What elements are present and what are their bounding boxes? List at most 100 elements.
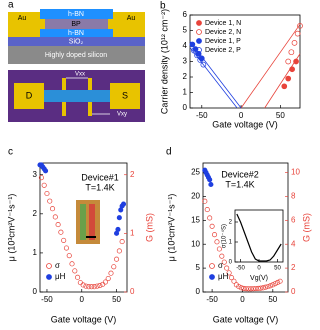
marker [77, 280, 83, 286]
probe [88, 102, 92, 116]
chart-title: Device#2 [221, 169, 259, 179]
device-label: S [122, 90, 128, 100]
y2-tick-label: 8 [291, 192, 296, 201]
y2-tick-label: 0 [291, 287, 296, 296]
marker [120, 201, 127, 207]
marker [97, 282, 103, 289]
plot-frame [202, 162, 289, 293]
y-tick-label: 1 [229, 240, 233, 246]
substrate-layer [8, 46, 145, 64]
marker [111, 264, 117, 270]
legend-label: μH [55, 272, 66, 281]
sample-photo [76, 200, 100, 244]
marker [293, 58, 299, 65]
marker [285, 75, 292, 82]
chart-title: Device#1 [81, 172, 119, 182]
layer-label: Au [127, 15, 136, 22]
y-axis-label: μ (10³cm²V⁻¹s⁻¹) [166, 194, 176, 262]
legend-marker [46, 274, 52, 280]
marker [207, 177, 213, 183]
marker [207, 215, 213, 221]
plot-frame [39, 162, 128, 293]
marker [255, 285, 261, 291]
legend-marker [209, 263, 215, 269]
marker [38, 175, 44, 181]
marker [258, 285, 264, 291]
marker [250, 286, 256, 292]
marker [209, 223, 215, 229]
oxide-layer [8, 37, 145, 46]
x-tick-label: -50 [206, 295, 218, 304]
marker [116, 248, 122, 254]
y-tick-label: 2 [229, 220, 233, 226]
source-pad [110, 83, 140, 109]
legend-label: σ [55, 261, 60, 270]
marker [226, 270, 232, 276]
y-tick-label: 20 [191, 192, 200, 201]
probe [62, 102, 66, 116]
y-tick-label: 5 [196, 263, 201, 272]
marker [241, 285, 247, 291]
marker [288, 49, 295, 56]
x-tick-label: 0 [257, 266, 261, 272]
marker [63, 245, 69, 251]
legend-marker [196, 29, 202, 35]
marker [231, 278, 237, 284]
marker [58, 229, 64, 235]
y-tick-label: 1 [33, 248, 38, 257]
photo [80, 204, 86, 240]
legend-marker [196, 38, 202, 44]
marker [86, 284, 92, 290]
marker [277, 278, 283, 284]
x-axis-label: Vg(V) [250, 275, 268, 282]
marker [69, 261, 75, 267]
y-tick-label: 4 [183, 41, 188, 50]
y-axis-label: μ (10³cm²V⁻¹s⁻¹) [6, 194, 16, 262]
y-tick-label: 0 [229, 260, 233, 266]
marker [270, 282, 276, 288]
y2-axis-label: G (mS) [144, 213, 154, 242]
y2-tick-label: 0 [130, 287, 135, 296]
y-tick-label: 3 [33, 170, 38, 179]
marker [61, 237, 67, 243]
marker [55, 222, 61, 228]
marker [116, 215, 122, 221]
marker [47, 198, 53, 204]
legend-label: σ [218, 261, 223, 270]
scale-bar [86, 236, 96, 238]
layer-label: BP [71, 21, 81, 28]
marker [41, 182, 47, 188]
marker [291, 40, 298, 46]
marker [297, 23, 303, 29]
x-tick-label: -50 [196, 111, 208, 120]
x-tick-label: 50 [274, 266, 281, 272]
y-tick-label: 1 [183, 88, 188, 97]
marker [285, 58, 292, 65]
layer-label: SiO₂ [69, 38, 84, 45]
legend-marker [196, 20, 202, 26]
marker [194, 52, 200, 59]
x-tick-label: 0 [240, 295, 245, 304]
layer-label: h-BN [68, 30, 84, 37]
marker [211, 232, 218, 238]
marker [200, 61, 207, 68]
y2-tick-label: 1 [130, 228, 135, 237]
marker [267, 283, 273, 289]
hbn-layer [40, 29, 113, 37]
x-tick-label: 50 [268, 295, 277, 304]
marker [91, 284, 97, 290]
chart: b -50 0 50 0 1 2 3 4 5 6 Gate voltage (V) Carrier de… [159, 1, 303, 129]
device-label: D [26, 90, 33, 100]
y2-tick-label: 2 [130, 170, 135, 179]
marker [197, 57, 204, 63]
marker [119, 239, 125, 245]
marker [265, 284, 271, 290]
x-tick-label: 50 [112, 295, 121, 304]
panel-label: d [166, 147, 172, 158]
y-tick-label: 2 [33, 209, 38, 218]
panel-label: c [8, 147, 13, 158]
marker [208, 181, 214, 188]
marker [72, 268, 78, 274]
marker [115, 226, 121, 233]
